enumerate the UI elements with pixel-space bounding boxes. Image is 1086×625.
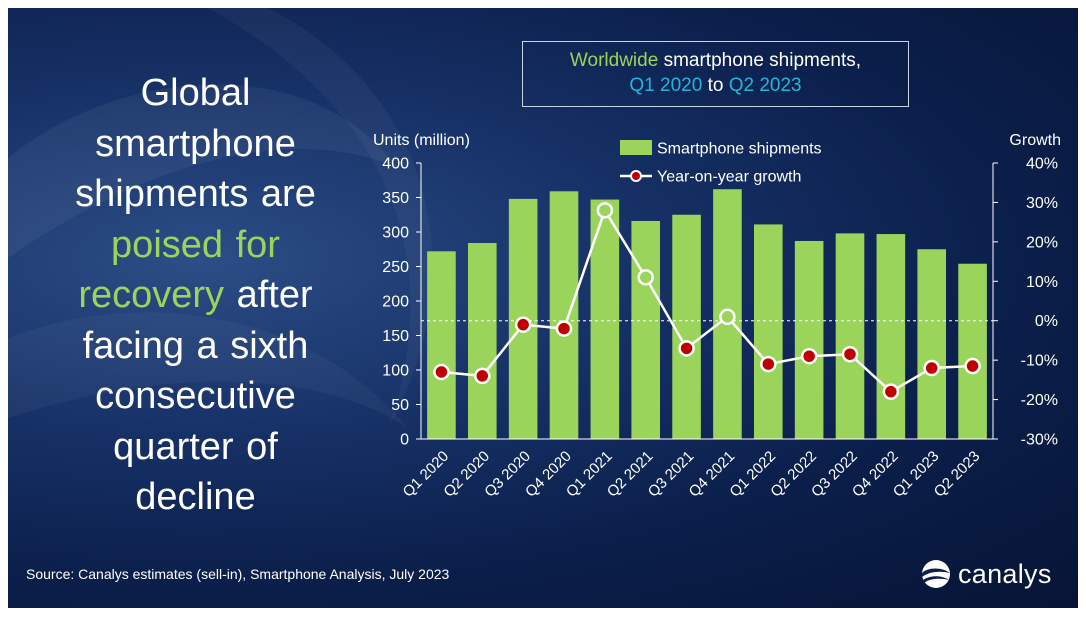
right-tick-label: 20% bbox=[1026, 234, 1058, 251]
right-tick-label: 0% bbox=[1035, 313, 1058, 330]
bar-q2-2023 bbox=[958, 263, 987, 439]
growth-marker-q1-2020 bbox=[433, 363, 450, 381]
headline-highlight: poised for recovery bbox=[78, 223, 280, 317]
bar-q1-2020 bbox=[427, 251, 456, 439]
headline-part2: after facing a sixth consecutive quarter… bbox=[82, 274, 313, 518]
background-swirl bbox=[8, 8, 433, 428]
source-note: Source: Canalys estimates (sell-in), Sma… bbox=[26, 566, 450, 582]
bar-q2-2021 bbox=[631, 220, 661, 439]
left-tick-label: 50 bbox=[391, 397, 409, 414]
bar-q4-2020 bbox=[549, 191, 579, 439]
title-to: to bbox=[707, 75, 724, 96]
right-axis-title: Growth bbox=[1009, 132, 1061, 149]
left-tick-label: 0 bbox=[400, 432, 409, 449]
legend-bar-label: Smartphone shipments bbox=[657, 141, 822, 158]
growth-marker-q3-2020 bbox=[514, 316, 532, 333]
growth-marker-q4-2021 bbox=[719, 308, 736, 326]
growth-marker-q1-2023 bbox=[923, 359, 940, 377]
headline-part1: Global smartphone shipments are bbox=[75, 72, 316, 215]
growth-marker-q1-2022 bbox=[760, 355, 777, 373]
legend-marker-swatch bbox=[630, 170, 642, 182]
legend-line-label: Year-on-year growth bbox=[657, 169, 801, 186]
right-tick-label: 40% bbox=[1026, 156, 1058, 173]
right-tick-label: 10% bbox=[1026, 274, 1058, 291]
left-tick-label: 100 bbox=[382, 363, 409, 380]
canalys-logo-text: canalys bbox=[958, 558, 1052, 589]
left-axis-title: Units (million) bbox=[373, 132, 470, 149]
right-tick-label: -20% bbox=[1021, 392, 1058, 409]
canalys-logo: canalys bbox=[920, 558, 1052, 590]
x-tick-label: Q2 2023 bbox=[931, 448, 984, 501]
bar-q2-2022 bbox=[794, 240, 824, 439]
growth-marker-q3-2022 bbox=[841, 345, 859, 363]
left-tick-label: 350 bbox=[382, 190, 409, 207]
bar-q2-2020 bbox=[467, 243, 497, 439]
title-end-quarter: Q2 2023 bbox=[728, 75, 802, 96]
growth-marker-q2-2021 bbox=[637, 269, 654, 286]
growth-marker-q3-2021 bbox=[678, 340, 695, 357]
growth-marker-q2-2023 bbox=[964, 357, 981, 375]
chart-title-box: Worldwide smartphone shipments, Q1 2020 … bbox=[522, 41, 909, 107]
bar-q1-2022 bbox=[753, 224, 783, 439]
left-tick-label: 150 bbox=[382, 328, 409, 345]
bar-q3-2022 bbox=[835, 233, 865, 439]
growth-marker-q1-2021 bbox=[596, 202, 614, 219]
title-worldwide: Worldwide bbox=[569, 50, 659, 71]
growth-marker-q4-2020 bbox=[555, 320, 573, 337]
bar-q4-2022 bbox=[876, 234, 906, 439]
left-tick-label: 400 bbox=[382, 156, 409, 173]
right-tick-label: -30% bbox=[1021, 432, 1058, 449]
right-tick-label: 30% bbox=[1026, 195, 1058, 212]
legend-bar-swatch bbox=[620, 140, 652, 155]
bar-q3-2021 bbox=[672, 214, 701, 439]
bar-q1-2023 bbox=[917, 249, 947, 439]
growth-marker-q4-2022 bbox=[882, 383, 900, 400]
left-tick-label: 250 bbox=[382, 259, 409, 276]
infographic: Global smartphone shipments are poised f… bbox=[8, 8, 1078, 608]
growth-marker-q2-2020 bbox=[474, 367, 491, 385]
shipments-chart: 0 50 100 150 200 250 300 350 400 -30% -20% -10% 0% 10… bbox=[373, 132, 1061, 501]
left-tick-label: 200 bbox=[382, 294, 409, 311]
title-shipments: smartphone shipments, bbox=[663, 50, 862, 71]
right-tick-label: -10% bbox=[1021, 353, 1058, 370]
headline: Global smartphone shipments are poised f… bbox=[48, 68, 343, 523]
title-start-quarter: Q1 2020 bbox=[629, 75, 703, 96]
growth-marker-q2-2022 bbox=[800, 347, 818, 365]
left-tick-label: 300 bbox=[382, 225, 409, 242]
canalys-logo-icon bbox=[922, 560, 950, 588]
